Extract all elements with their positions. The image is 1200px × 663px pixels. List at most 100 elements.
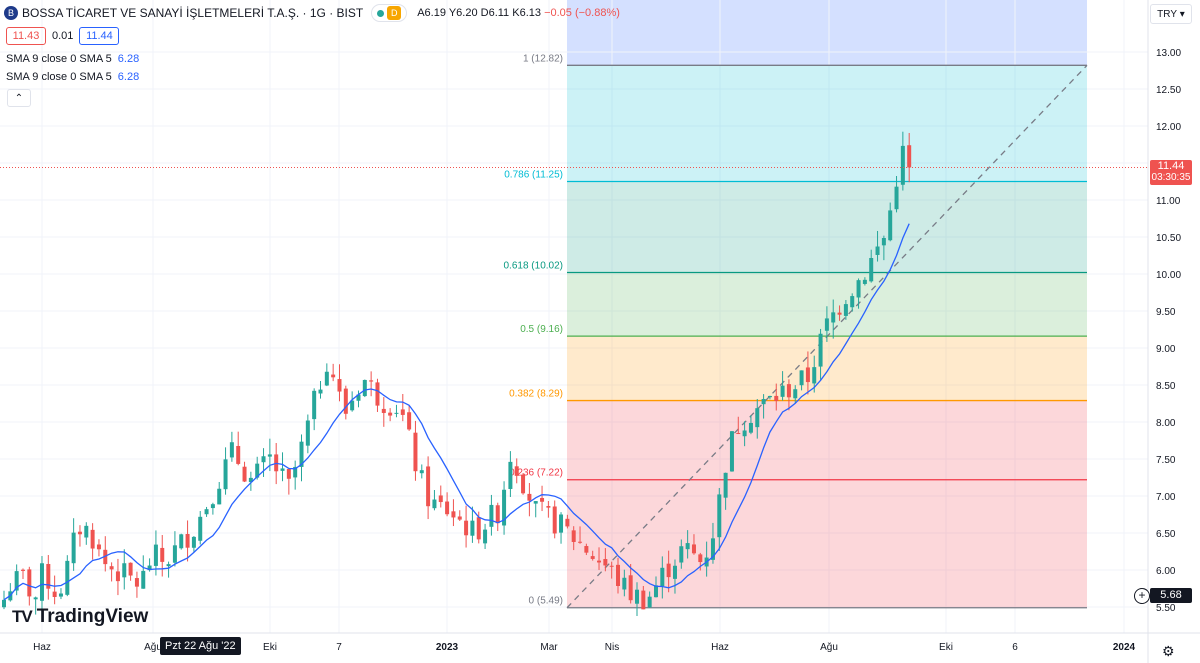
candle	[527, 493, 532, 501]
candle	[229, 442, 234, 458]
symbol-title[interactable]: BOSSA TİCARET VE SANAYİ İŞLETMELERİ T.A.…	[22, 6, 364, 20]
collapse-legend-button[interactable]: ⌃	[7, 89, 31, 107]
fibonacci-retracement[interactable]: 1 (12.82) 0.786 (11.25) 0.618 (10.02) 0.5 (…	[504, 53, 1088, 609]
candle	[755, 408, 760, 428]
candle	[571, 530, 576, 542]
interval-badge: D	[387, 6, 402, 20]
candle	[128, 562, 133, 576]
candle	[90, 529, 95, 549]
candle	[324, 371, 329, 386]
candle	[103, 549, 108, 565]
visibility-toggle[interactable]: D	[371, 4, 408, 22]
fib-level-label: 1 (12.82)	[523, 53, 563, 64]
candle	[147, 565, 152, 571]
indicator-value: 6.28	[117, 53, 140, 65]
time-tick-label: Ağu	[144, 642, 162, 653]
candle	[502, 489, 507, 526]
candle	[141, 570, 146, 589]
candle	[20, 569, 25, 571]
fib-level-label: 0.382 (8.29)	[509, 389, 563, 400]
fib-level-label: 0.5 (9.16)	[520, 324, 563, 335]
fib-zone	[567, 479, 1087, 608]
candle	[153, 544, 158, 566]
candle	[46, 563, 51, 589]
fib-zone	[567, 65, 1087, 182]
tradingview-logo-icon: TV	[12, 607, 33, 626]
candle	[780, 385, 785, 397]
candle	[71, 532, 76, 564]
candle	[685, 543, 690, 550]
crosshair-price-label: 5.68	[1150, 588, 1192, 603]
indicator-label: SMA 9 close 0 SMA 5	[6, 71, 112, 83]
candle	[907, 145, 912, 168]
candle	[255, 463, 260, 478]
candle	[331, 374, 336, 378]
gear-icon[interactable]: ⚙	[1162, 643, 1175, 659]
candle	[419, 470, 424, 474]
candle	[318, 389, 323, 394]
candle	[305, 420, 310, 446]
chevron-down-icon: ▾	[1179, 8, 1185, 20]
candle	[210, 504, 215, 509]
candle	[407, 412, 412, 430]
ohlc-close: K6.13	[512, 7, 541, 19]
candle	[476, 517, 481, 540]
fib-level-label: 0 (5.49)	[529, 596, 563, 607]
candle	[217, 488, 222, 505]
candle	[635, 589, 639, 604]
price-tick-label: 10.00	[1156, 270, 1181, 281]
candle	[483, 529, 488, 544]
price-tick-label: 10.50	[1156, 233, 1181, 244]
candle	[666, 563, 671, 578]
sell-button[interactable]: 11.43	[6, 27, 46, 45]
time-tick-label: Mar	[540, 642, 558, 653]
symbol-logo[interactable]: B	[4, 6, 18, 20]
time-tick-label: 2024	[1113, 642, 1136, 653]
candle	[521, 474, 526, 494]
candle	[843, 304, 848, 316]
indicator-legend-2[interactable]: SMA 9 close 0 SMA 5 6.28	[6, 71, 139, 83]
price-tick-label: 9.00	[1156, 344, 1176, 355]
candle	[223, 459, 228, 490]
candle	[413, 432, 418, 472]
candle	[495, 505, 500, 524]
candle	[818, 333, 823, 367]
chevron-up-icon: ⌃	[14, 92, 24, 104]
candle	[653, 585, 658, 598]
candle	[267, 454, 272, 457]
candle	[679, 546, 684, 563]
candle	[14, 571, 19, 591]
fib-zone-top	[567, 0, 1087, 66]
candle	[261, 456, 266, 463]
price-tick-label: 6.50	[1156, 529, 1176, 540]
candle	[191, 536, 196, 548]
candle	[33, 597, 38, 600]
candle	[375, 382, 380, 406]
candle	[109, 566, 114, 570]
candle	[824, 318, 829, 331]
ohlc-change: −0.05 (−0.88%)	[544, 7, 620, 19]
ohlc-high: Y6.20	[448, 7, 478, 19]
candle	[641, 590, 646, 610]
candle	[438, 495, 443, 503]
currency-selector[interactable]: TRY ▾	[1150, 4, 1192, 24]
candle	[299, 441, 304, 467]
indicator-legend-1[interactable]: SMA 9 close 0 SMA 5 6.28	[6, 53, 139, 65]
candle	[280, 468, 285, 471]
plus-circle-icon[interactable]: +	[1134, 588, 1150, 604]
candle	[381, 408, 386, 413]
candle	[426, 466, 431, 507]
candle	[767, 395, 772, 398]
candle	[761, 399, 766, 405]
price-tick-label: 11.00	[1156, 196, 1181, 207]
candle	[748, 422, 753, 433]
price-tick-label: 7.00	[1156, 492, 1176, 503]
candle	[578, 541, 583, 543]
buy-button[interactable]: 11.44	[79, 27, 120, 45]
candle	[77, 531, 82, 535]
candles[interactable]	[2, 131, 912, 617]
candle	[850, 296, 855, 308]
time-tick-label: Eki	[939, 642, 953, 653]
